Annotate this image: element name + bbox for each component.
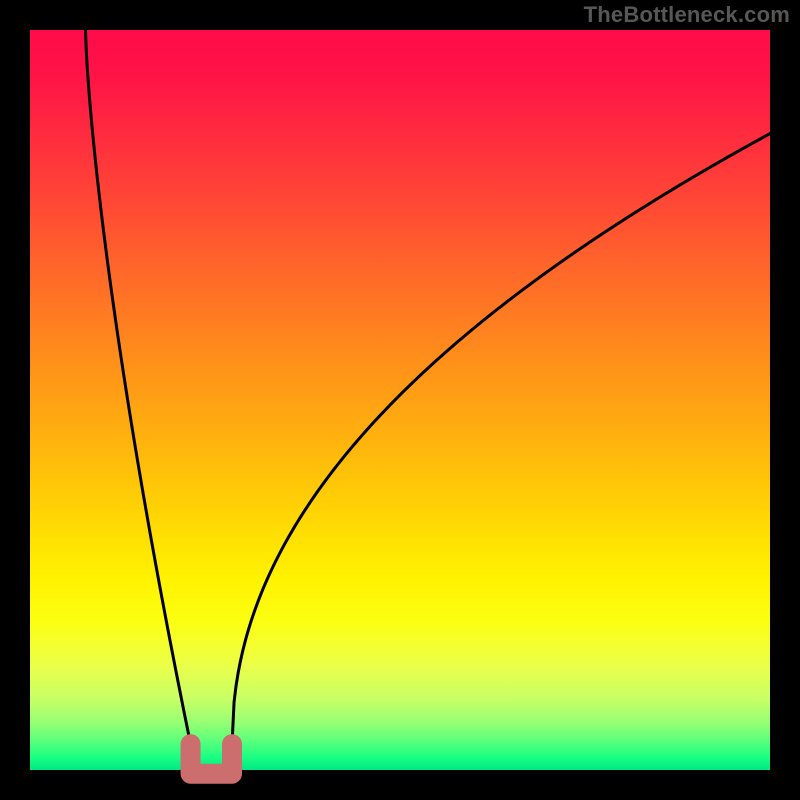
plot-background [30,30,770,770]
watermark-text: TheBottleneck.com [584,2,790,28]
bottleneck-chart [0,0,800,800]
